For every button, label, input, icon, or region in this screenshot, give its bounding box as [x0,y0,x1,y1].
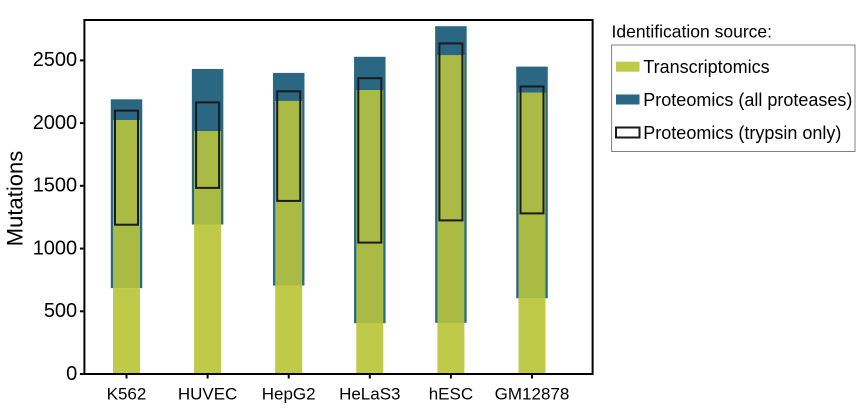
svg-text:Identification source:: Identification source: [612,22,773,42]
svg-text:2000: 2000 [33,112,78,134]
svg-text:2500: 2500 [33,49,78,71]
svg-text:Mutations: Mutations [3,151,28,246]
svg-text:0: 0 [66,363,77,385]
svg-text:GM12878: GM12878 [495,384,570,403]
svg-text:Proteomics (all proteases): Proteomics (all proteases) [643,90,852,110]
svg-text:hESC: hESC [429,384,473,403]
svg-text:HeLaS3: HeLaS3 [339,384,400,403]
svg-text:1000: 1000 [33,237,78,259]
svg-text:Proteomics (trypsin only): Proteomics (trypsin only) [643,123,841,143]
svg-text:1500: 1500 [33,175,78,197]
svg-text:HUVEC: HUVEC [178,384,238,403]
svg-text:K562: K562 [107,384,147,403]
svg-text:Transcriptomics: Transcriptomics [643,57,769,77]
svg-text:HepG2: HepG2 [262,384,316,403]
svg-text:500: 500 [44,300,77,322]
